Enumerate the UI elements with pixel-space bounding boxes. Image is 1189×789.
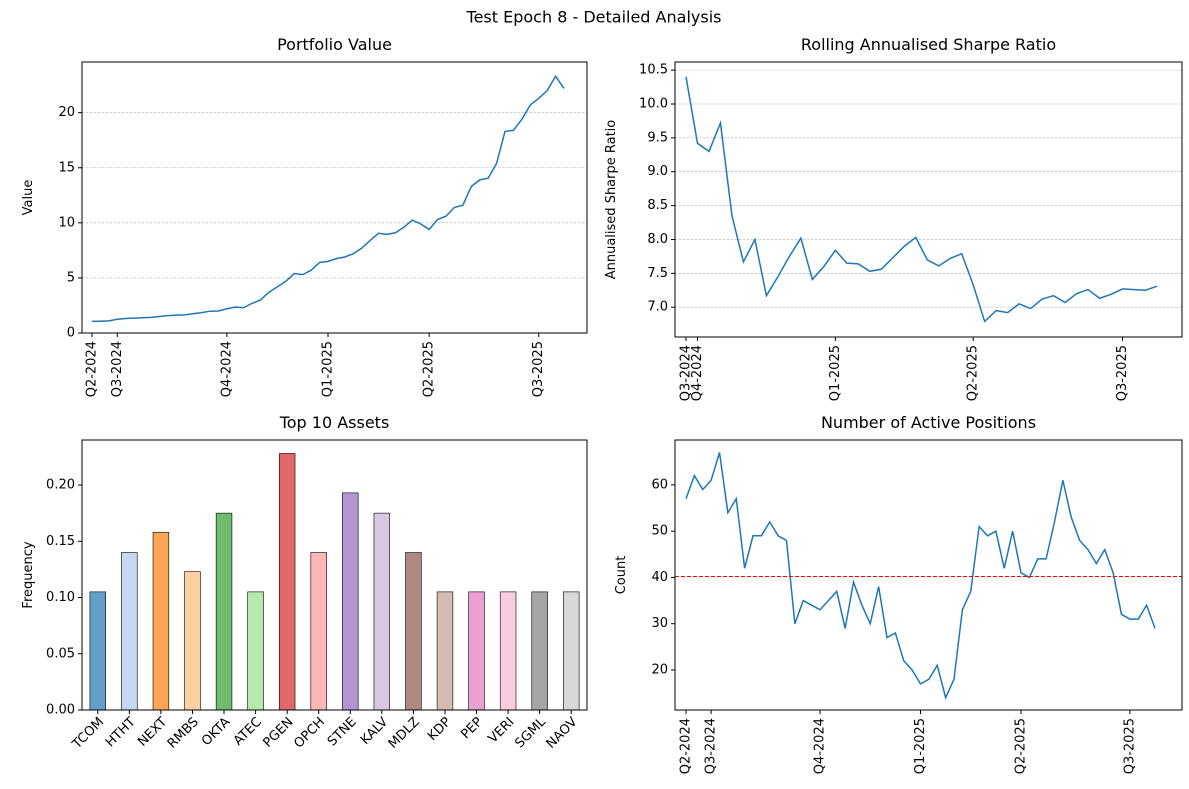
subplot-title: Rolling Annualised Sharpe Ratio: [801, 35, 1056, 54]
data-line: [685, 452, 1156, 700]
y-tick-label: 0.05: [46, 646, 75, 661]
y-tick-label: 60: [651, 477, 668, 492]
x-tick-label: PEP: [458, 715, 486, 743]
x-tick-label: NAOV: [544, 715, 581, 752]
axes-frame: [674, 61, 1183, 338]
bar: [373, 512, 391, 711]
bar: [121, 552, 138, 711]
y-tick-label: 0.15: [46, 534, 75, 549]
y-tick-label: 20: [58, 105, 75, 120]
axes-frame: [674, 439, 1183, 711]
y-tick-label: 0.10: [46, 590, 75, 605]
axes-frame: [81, 439, 588, 711]
y-tick-label: 5: [67, 270, 75, 285]
bar: [152, 531, 170, 711]
bar: [247, 591, 264, 711]
axes-frame: [81, 61, 588, 334]
x-tick-label: MDLZ: [386, 715, 423, 752]
y-axis-label: Frequency: [21, 541, 36, 608]
y-tick-label: 20: [651, 662, 668, 677]
x-tick-label: Q1-2025: [321, 341, 336, 397]
subplot-title: Portfolio Value: [277, 35, 392, 54]
x-tick-label: Q2-2025: [1014, 718, 1029, 774]
y-tick-label: 7.5: [647, 266, 668, 281]
y-tick-label: 8.5: [647, 198, 668, 213]
y-tick-label: 8.0: [647, 232, 668, 247]
x-tick-label: Q3-2025: [1115, 345, 1130, 401]
x-tick-label: ATEC: [231, 715, 265, 749]
y-tick-label: 15: [58, 160, 75, 175]
figure-title: Test Epoch 8 - Detailed Analysis: [466, 8, 722, 27]
x-tick-label: Q4-2024: [813, 718, 828, 774]
y-tick-label: 0.20: [46, 478, 75, 493]
y-axis-label: Value: [21, 180, 36, 216]
x-tick-label: Q4-2024: [219, 341, 234, 397]
y-tick-label: 9.0: [647, 164, 668, 179]
subplot-title: Number of Active Positions: [821, 413, 1036, 432]
bar: [310, 552, 327, 711]
y-tick-label: 0.00: [46, 703, 75, 718]
bar: [278, 453, 296, 711]
bar: [215, 512, 233, 711]
x-tick-label: Q2-2025: [966, 345, 981, 401]
x-tick-label: Q2-2024: [679, 718, 694, 774]
x-tick-label: Q2-2025: [422, 341, 437, 397]
bar: [468, 591, 485, 711]
x-tick-label: Q1-2025: [828, 345, 843, 401]
x-tick-label: Q1-2025: [913, 718, 928, 774]
x-tick-label: TCOM: [69, 715, 107, 753]
data-line: [91, 74, 565, 323]
y-tick-label: 10: [58, 215, 75, 230]
y-tick-label: 10.5: [639, 63, 668, 78]
x-tick-label: Q4-2024: [690, 345, 705, 401]
x-tick-label: OKTA: [199, 715, 233, 749]
y-axis-label: Annualised Sharpe Ratio: [604, 120, 619, 280]
x-tick-label: STNE: [325, 715, 360, 750]
bar: [436, 591, 454, 711]
y-axis-label: Count: [614, 556, 629, 595]
x-tick-label: OPCH: [291, 715, 328, 752]
subplot-title: Top 10 Assets: [279, 413, 390, 432]
bar: [89, 591, 106, 711]
bar: [499, 591, 517, 711]
y-tick-label: 40: [651, 570, 668, 585]
y-tick-label: 50: [651, 524, 668, 539]
x-tick-label: Q3-2025: [531, 341, 546, 397]
x-tick-label: Q3-2024: [704, 718, 719, 774]
y-tick-label: 30: [651, 616, 668, 631]
x-tick-label: PGEN: [260, 715, 296, 751]
y-tick-label: 7.0: [647, 300, 668, 315]
data-line: [685, 76, 1158, 323]
x-tick-label: SGML: [512, 714, 549, 751]
y-tick-label: 0: [67, 326, 75, 341]
x-tick-label: KDP: [425, 715, 454, 744]
y-tick-label: 9.5: [647, 130, 668, 145]
bar: [342, 492, 359, 711]
x-tick-label: Q2-2024: [85, 341, 100, 397]
x-tick-label: NEXT: [135, 715, 170, 750]
x-tick-label: Q3-2024: [679, 345, 694, 401]
bar: [563, 591, 580, 711]
bar: [531, 591, 548, 711]
bar: [184, 571, 201, 711]
y-tick-label: 10.0: [639, 96, 668, 111]
x-tick-label: HTHT: [103, 715, 139, 751]
x-tick-label: RMBS: [165, 715, 202, 752]
x-tick-label: Q3-2025: [1122, 718, 1137, 774]
x-tick-label: Q3-2024: [110, 341, 125, 397]
bar: [405, 552, 422, 711]
